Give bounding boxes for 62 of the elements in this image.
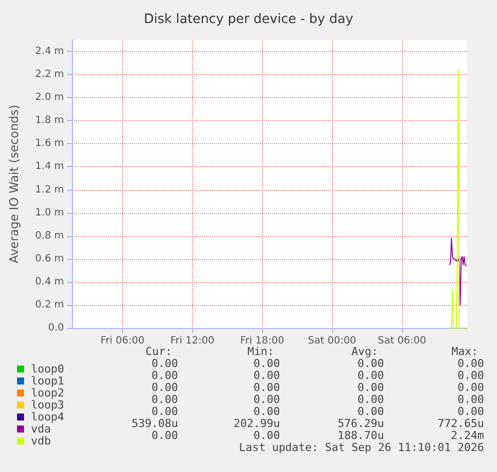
text: 202.99u — [234, 417, 280, 430]
text: Avg: — [352, 345, 378, 358]
text: 0.00 — [458, 393, 484, 406]
text: 188.70u — [338, 429, 384, 442]
legend-label: loop3 — [31, 398, 64, 412]
y-tick-label: 1.6 m — [35, 138, 64, 150]
text: Max: — [452, 345, 478, 358]
y-tick-label: 0.4 m — [35, 276, 64, 288]
y-tick-label: 1.0 m — [35, 207, 64, 218]
y-tick-label: 0.0 — [48, 322, 64, 334]
text: 0.00 — [152, 405, 178, 418]
text: 539.08u — [132, 417, 178, 430]
x-tick-label: Fri 18:00 — [240, 336, 284, 346]
legend-label: vdb — [31, 434, 51, 448]
text: 0.00 — [358, 393, 384, 406]
x-tick-label: Fri 06:00 — [100, 336, 144, 346]
legend-label: vda — [31, 422, 51, 436]
y-axis-title: Average IO Wait (seconds) — [7, 104, 21, 264]
legend-label: loop0 — [31, 362, 64, 376]
legend-label: loop2 — [31, 386, 64, 400]
text: 0.00 — [152, 369, 178, 382]
text: 772.65u — [438, 417, 484, 430]
legend-label: loop1 — [31, 374, 64, 388]
text: 0.00 — [358, 405, 384, 418]
text: 0.00 — [358, 369, 384, 382]
y-tick-label: 2.4 m — [35, 46, 64, 58]
text: 576.29u — [338, 417, 384, 430]
text: 0.00 — [458, 369, 484, 382]
text: 0.00 — [254, 369, 280, 382]
text: 0.00 — [152, 393, 178, 406]
text: Min: — [248, 345, 274, 358]
text: 0.00 — [358, 357, 384, 370]
text: 0.00 — [458, 405, 484, 418]
text: Last update: Sat Sep 26 11:10:01 2026 — [238, 441, 484, 454]
text: 0.00 — [152, 429, 178, 442]
text: 0.00 — [254, 429, 280, 442]
y-tick-label: 2.2 m — [35, 69, 64, 80]
line-series — [449, 69, 467, 328]
y-tick-label: 1.2 m — [35, 184, 64, 196]
y-tick-label: 0.6 m — [35, 253, 64, 264]
y-tick-label: 0.8 m — [35, 230, 64, 242]
text: Cur: — [146, 345, 172, 358]
x-tick-label: Fri 12:00 — [170, 336, 214, 346]
text: 0.00 — [254, 357, 280, 370]
text: 0.00 — [152, 357, 178, 370]
text: 0.00 — [152, 381, 178, 394]
chart-title: Disk latency per device - by day — [144, 12, 354, 27]
y-tick-label: 1.4 m — [35, 161, 64, 172]
text: 0.00 — [254, 393, 280, 406]
y-tick-label: 0.2 m — [35, 299, 64, 310]
x-tick-label: Sat 00:00 — [308, 336, 356, 346]
text: 0.00 — [254, 405, 280, 418]
y-tick-label: 1.8 m — [35, 115, 64, 126]
line-series — [449, 238, 467, 306]
text: 0.00 — [458, 381, 484, 394]
text: 0.00 — [458, 357, 484, 370]
legend-label: loop4 — [31, 410, 64, 424]
text: 0.00 — [358, 381, 384, 394]
text: 2.24m — [450, 429, 484, 442]
text: 0.00 — [254, 381, 280, 394]
y-tick-label: 2.0 m — [35, 92, 64, 104]
x-tick-label: Sat 06:00 — [378, 336, 426, 346]
